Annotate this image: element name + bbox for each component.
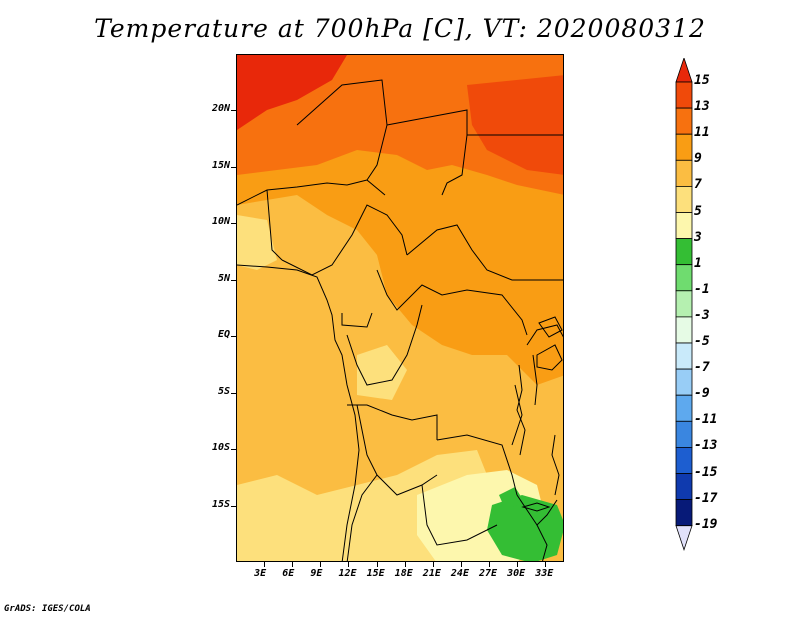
colorbar-top-arrow — [675, 58, 693, 83]
lat-tick — [231, 392, 236, 394]
lat-tick — [231, 505, 236, 507]
colorbar-segment — [675, 133, 693, 161]
lon-label: 33E — [535, 568, 554, 579]
colorbar-label: -7 — [694, 360, 710, 376]
colorbar-segment — [675, 316, 693, 344]
field-13-15-east — [467, 75, 563, 175]
field-5-7-inland — [357, 345, 407, 400]
colorbar-segment — [675, 185, 693, 213]
colorbar-label: -1 — [694, 281, 710, 297]
colorbar-segment — [675, 264, 693, 292]
colorbar-label: -17 — [694, 490, 718, 506]
colorbar-label: -3 — [694, 307, 710, 323]
lon-tick — [292, 562, 294, 567]
lon-label: 27E — [479, 568, 498, 579]
field-1-3-small — [499, 487, 525, 509]
lon-label: 24E — [450, 568, 469, 579]
colorbar-label: 11 — [694, 125, 710, 141]
lakes — [521, 316, 563, 512]
colorbar-segment — [675, 394, 693, 422]
colorbar-svg — [675, 58, 693, 551]
map-plot-area — [236, 54, 564, 562]
lat-tick — [231, 279, 236, 281]
colorbar-label: -19 — [694, 516, 718, 532]
field-13-15-west — [237, 55, 347, 130]
lat-label: 15N — [211, 159, 230, 171]
colorbar-label: 9 — [694, 151, 702, 167]
colorbar-segment — [675, 499, 693, 527]
lon-tick — [348, 562, 350, 567]
coastline — [237, 264, 360, 561]
colorbar-label: -9 — [694, 386, 710, 402]
lon-tick — [517, 562, 519, 567]
lat-tick — [231, 223, 236, 225]
colorbar-label: 5 — [694, 203, 702, 219]
field-5-7-coast — [237, 215, 277, 270]
colorbar-segment — [675, 81, 693, 109]
lon-tick — [320, 562, 322, 567]
lat-tick — [231, 166, 236, 168]
lat-label: 10S — [211, 442, 230, 454]
lon-tick — [376, 562, 378, 567]
colorbar-label: 13 — [694, 99, 710, 115]
lat-label: 10N — [211, 216, 230, 228]
lon-tick — [489, 562, 491, 567]
lon-label: 30E — [507, 568, 526, 579]
lat-label: 5S — [217, 385, 230, 397]
lon-label: 15E — [366, 568, 385, 579]
field-1-3 — [487, 495, 563, 561]
colorbar-label: 7 — [694, 177, 702, 193]
colorbar-segment — [675, 238, 693, 266]
colorbar-label: 15 — [694, 73, 710, 88]
colorbar-segment — [675, 473, 693, 501]
lon-tick — [404, 562, 406, 567]
colorbar-segment — [675, 446, 693, 474]
lat-tick — [231, 110, 236, 112]
colorbar-segment — [675, 342, 693, 370]
lon-label: 9E — [310, 568, 323, 579]
colorbar-label: -5 — [694, 334, 710, 349]
colorbar-segment — [675, 212, 693, 240]
colorbar-segment — [675, 159, 693, 187]
chart-title: Temperature at 700hPa [C], VT: 202008031… — [94, 14, 706, 43]
colorbar-label: -11 — [694, 412, 718, 428]
lat-label: 20N — [211, 103, 230, 115]
colorbar-label: 3 — [694, 229, 702, 245]
colorbar-segment — [675, 290, 693, 318]
lon-label: 3E — [254, 568, 267, 579]
lon-tick — [545, 562, 547, 567]
lon-label: 18E — [394, 568, 413, 579]
lat-tick — [231, 336, 236, 338]
lon-label: 21E — [422, 568, 441, 579]
lon-label: 12E — [338, 568, 357, 579]
colorbar-bottom-arrow — [675, 525, 693, 551]
colorbar-label: -13 — [694, 438, 718, 454]
lon-label: 6E — [282, 568, 295, 579]
colorbar-label: 1 — [694, 255, 702, 271]
lon-tick — [460, 562, 462, 567]
colorbar-segment — [675, 368, 693, 396]
colorbar-label: -15 — [694, 464, 718, 480]
lon-tick — [264, 562, 266, 567]
lon-tick — [432, 562, 434, 567]
lat-label: 5N — [217, 272, 230, 284]
lat-tick — [231, 449, 236, 451]
grads-credit: GrADS: IGES/COLA — [4, 604, 91, 614]
lat-label: EQ — [217, 329, 230, 341]
colorbar-segment — [675, 420, 693, 448]
colorbar-segment — [675, 107, 693, 135]
lat-label: 15S — [211, 498, 230, 510]
temperature-map — [237, 55, 563, 561]
country-borders — [237, 79, 563, 561]
